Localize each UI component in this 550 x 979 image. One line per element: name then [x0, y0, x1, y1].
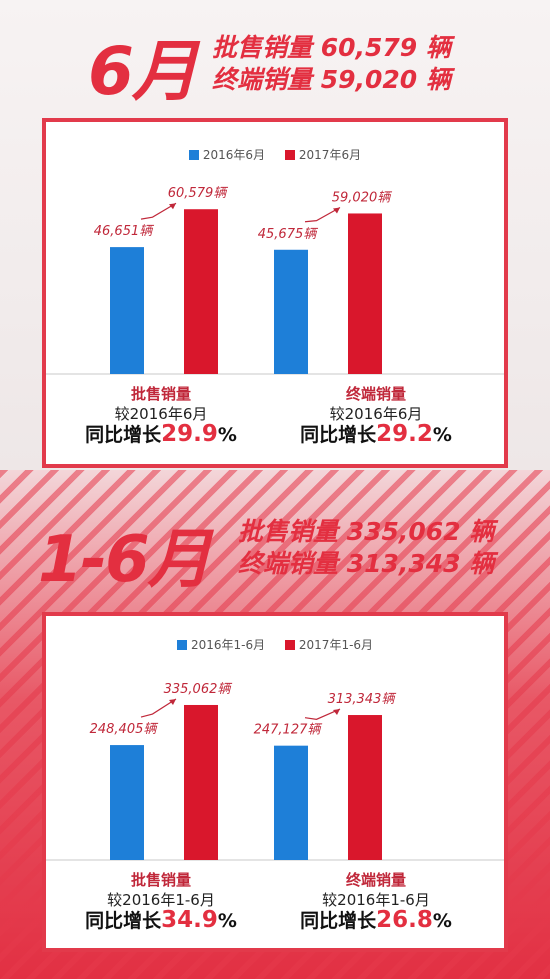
- growth-unit: %: [432, 424, 452, 446]
- growth-prefix: 同比增长: [300, 424, 377, 446]
- growth-arrow-line: [304, 206, 341, 223]
- legend-label-2017: 2017年1-6月: [298, 638, 374, 652]
- legend-swatch-red: [284, 639, 295, 650]
- caption-growth: 同比增长29.2%: [291, 421, 461, 447]
- caption-compare: 较2016年1-6月: [322, 891, 430, 909]
- bar-wholesale-previous: [110, 745, 144, 860]
- section2-wholesale-headline: 批售销量 335,062 辆: [238, 517, 495, 546]
- section1-wholesale-headline: 批售销量 60,579 辆: [212, 33, 451, 62]
- section2-bar-chart: 248,405辆 335,062辆 247,127辆 313,343辆: [46, 682, 504, 861]
- data-label-current: 60,579辆: [168, 186, 228, 201]
- data-label-previous: 248,405辆: [90, 722, 159, 737]
- section2-header: 1-6月 批售销量 335,062 辆 终端销量 313,343 辆: [0, 500, 550, 600]
- growth-arrow-head: [169, 698, 176, 705]
- growth-arrow-line: [304, 708, 341, 720]
- caption-category: 批售销量: [130, 871, 191, 889]
- data-label-previous: 45,675辆: [258, 227, 318, 242]
- growth-unit: %: [217, 910, 237, 932]
- caption-growth: 同比增长34.9%: [76, 907, 246, 933]
- section1-legend: 2016年6月 2017年6月: [46, 146, 504, 163]
- caption-compare: 较2016年6月: [114, 405, 208, 423]
- caption-growth: 同比增长29.9%: [76, 421, 246, 447]
- bar-wholesale-current: [184, 704, 218, 860]
- growth-unit: %: [432, 910, 452, 932]
- bar-retail-previous: [274, 249, 308, 374]
- growth-prefix: 同比增长: [85, 910, 162, 932]
- growth-arrow-line: [140, 202, 177, 220]
- caption-category: 终端销量: [345, 871, 406, 889]
- section1-caption-wholesale: 批售销量 较2016年6月 同比增长29.9%: [76, 384, 246, 447]
- legend-swatch-blue: [176, 639, 187, 650]
- legend-swatch-red: [284, 149, 295, 160]
- caption-growth: 同比增长26.8%: [291, 907, 461, 933]
- section2-legend: 2016年1-6月 2017年1-6月: [46, 636, 504, 653]
- data-label-current: 313,343辆: [328, 692, 397, 707]
- bar-retail-previous: [274, 745, 308, 860]
- bar-retail-current: [348, 715, 382, 860]
- section1-bar-chart: 46,651辆 60,579辆 45,675辆 59,020辆: [46, 186, 504, 375]
- section2-caption-wholesale: 批售销量 较2016年1-6月 同比增长34.9%: [76, 870, 246, 933]
- section1-chart-panel: 2016年6月 2017年6月 46,651辆 60,579辆 45,675辆 59,…: [42, 118, 508, 468]
- section2-month-title: 1-6月: [38, 523, 212, 597]
- growth-arrow-head: [333, 207, 340, 214]
- legend-swatch-blue: [188, 149, 199, 160]
- caption-category: 终端销量: [345, 385, 406, 403]
- bar-wholesale-previous: [110, 247, 144, 374]
- legend-item-2016: 2016年6月: [188, 146, 266, 163]
- bar-retail-current: [348, 213, 382, 374]
- growth-prefix: 同比增长: [300, 910, 377, 932]
- growth-arrow-head: [333, 709, 340, 716]
- data-label-current: 335,062辆: [164, 682, 233, 697]
- growth-arrow-head: [169, 203, 176, 210]
- section1-month-title: 6月: [88, 33, 198, 110]
- bar-wholesale-current: [184, 209, 218, 374]
- section1-caption-retail: 终端销量 较2016年6月 同比增长29.2%: [291, 384, 461, 447]
- caption-compare: 较2016年1-6月: [107, 891, 215, 909]
- section1-header: 6月 批售销量 60,579 辆 终端销量 59,020 辆: [0, 0, 550, 110]
- growth-value: 29.2: [376, 421, 433, 447]
- growth-arrow-line: [140, 698, 177, 718]
- legend-item-2017: 2017年6月: [284, 146, 362, 163]
- growth-value: 29.9: [161, 421, 218, 447]
- caption-compare: 较2016年6月: [329, 405, 423, 423]
- growth-prefix: 同比增长: [85, 424, 162, 446]
- section2-caption-retail: 终端销量 较2016年1-6月 同比增长26.8%: [291, 870, 461, 933]
- caption-category: 批售销量: [130, 385, 191, 403]
- legend-label-2017: 2017年6月: [298, 148, 362, 162]
- growth-unit: %: [217, 424, 237, 446]
- legend-label-2016: 2016年6月: [202, 148, 266, 162]
- section2-retail-headline: 终端销量 313,343 辆: [238, 549, 495, 578]
- legend-label-2016: 2016年1-6月: [190, 638, 266, 652]
- growth-value: 26.8: [376, 907, 433, 933]
- section1-retail-headline: 终端销量 59,020 辆: [212, 65, 451, 94]
- growth-value: 34.9: [161, 907, 218, 933]
- legend-item-2016: 2016年1-6月: [176, 636, 266, 653]
- data-label-previous: 46,651辆: [94, 224, 154, 239]
- section2-chart-panel: 2016年1-6月 2017年1-6月 248,405辆 335,062辆 247,…: [42, 612, 508, 952]
- legend-item-2017: 2017年1-6月: [284, 636, 374, 653]
- data-label-previous: 247,127辆: [254, 723, 323, 738]
- data-label-current: 59,020辆: [332, 190, 392, 205]
